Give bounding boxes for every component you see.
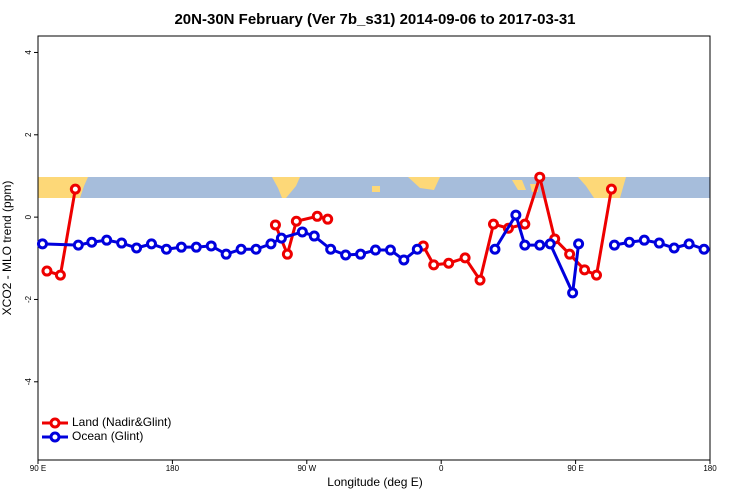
point bbox=[322, 213, 334, 225]
x-tick-label: 90 E bbox=[30, 464, 46, 473]
y-tick-label: 2 bbox=[24, 132, 33, 137]
y-tick-label: -2 bbox=[24, 295, 33, 303]
point bbox=[573, 238, 585, 250]
point bbox=[668, 242, 680, 254]
point bbox=[160, 243, 172, 255]
point bbox=[269, 219, 281, 231]
x-tick-label: 0 bbox=[439, 464, 444, 473]
legend-marker bbox=[49, 431, 61, 443]
point bbox=[265, 238, 277, 250]
point bbox=[41, 265, 53, 277]
point bbox=[220, 248, 232, 260]
y-tick-label: 0 bbox=[24, 214, 33, 219]
point bbox=[591, 269, 603, 281]
point bbox=[384, 244, 396, 256]
point bbox=[443, 257, 455, 269]
point bbox=[290, 215, 302, 227]
point bbox=[519, 239, 531, 251]
x-tick-label: 90 W bbox=[297, 464, 316, 473]
point bbox=[567, 287, 579, 299]
point bbox=[459, 252, 471, 264]
point bbox=[534, 239, 546, 251]
point bbox=[250, 243, 262, 255]
y-axis-label: XCO2 - MLO trend (ppm) bbox=[0, 181, 14, 316]
legend-marker bbox=[49, 417, 61, 429]
point bbox=[86, 236, 98, 248]
point bbox=[474, 274, 486, 286]
point bbox=[116, 237, 128, 249]
point bbox=[608, 239, 620, 251]
point bbox=[579, 264, 591, 276]
point bbox=[534, 171, 546, 183]
legend-label: Ocean (Glint) bbox=[72, 429, 143, 443]
point bbox=[683, 238, 695, 250]
point bbox=[398, 254, 410, 266]
point bbox=[145, 238, 157, 250]
y-tick-label: -4 bbox=[24, 378, 33, 386]
point bbox=[489, 243, 501, 255]
point bbox=[175, 241, 187, 253]
point bbox=[519, 218, 531, 230]
point bbox=[355, 248, 367, 260]
point bbox=[205, 240, 217, 252]
point bbox=[72, 239, 84, 251]
point bbox=[487, 218, 499, 230]
x-tick-label: 180 bbox=[166, 464, 180, 473]
point bbox=[190, 241, 202, 253]
legend-label: Land (Nadir&Glint) bbox=[72, 415, 171, 429]
x-tick-label: 90 E bbox=[567, 464, 583, 473]
y-tick-label: 4 bbox=[24, 50, 33, 55]
point bbox=[428, 259, 440, 271]
series-line bbox=[46, 188, 77, 278]
point bbox=[638, 234, 650, 246]
x-tick-label: 180 bbox=[703, 464, 717, 473]
point bbox=[101, 234, 113, 246]
chart-title: 20N-30N February (Ver 7b_s31) 2014-09-06… bbox=[174, 11, 575, 28]
point bbox=[69, 183, 81, 195]
point bbox=[281, 248, 293, 260]
point bbox=[544, 238, 556, 250]
point bbox=[131, 242, 143, 254]
point bbox=[296, 226, 308, 238]
point bbox=[54, 269, 66, 281]
point bbox=[36, 238, 48, 250]
point bbox=[369, 244, 381, 256]
point bbox=[698, 243, 710, 255]
point bbox=[605, 183, 617, 195]
point bbox=[411, 243, 423, 255]
point bbox=[510, 209, 522, 221]
point bbox=[564, 248, 576, 260]
point bbox=[623, 236, 635, 248]
point bbox=[325, 243, 337, 255]
point bbox=[235, 243, 247, 255]
point bbox=[308, 230, 320, 242]
plot-frame bbox=[37, 35, 711, 461]
point bbox=[275, 232, 287, 244]
point bbox=[340, 249, 352, 261]
x-axis-label: Longitude (deg E) bbox=[327, 475, 422, 489]
point bbox=[311, 210, 323, 222]
point bbox=[653, 237, 665, 249]
